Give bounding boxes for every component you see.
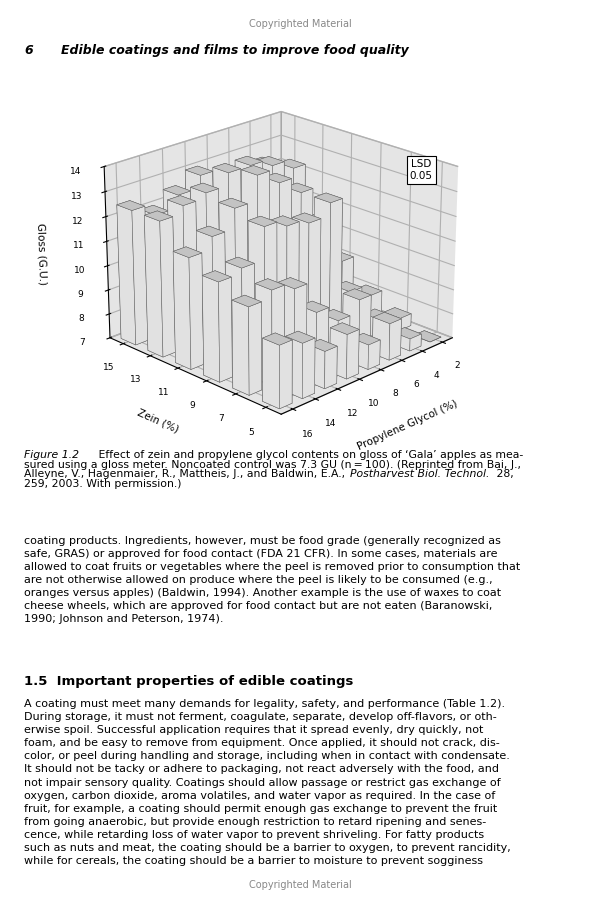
Text: Figure 1.2: Figure 1.2 (24, 450, 79, 460)
Text: 6: 6 (24, 44, 33, 57)
Text: 1.5  Important properties of edible coatings: 1.5 Important properties of edible coati… (24, 675, 353, 688)
Text: A coating must meet many demands for legality, safety, and performance (Table 1.: A coating must meet many demands for leg… (24, 699, 511, 866)
Text: Alleyne, V., Hagenmaier, R., Mattheis, J., and Baldwin, E.A.,: Alleyne, V., Hagenmaier, R., Mattheis, J… (24, 469, 349, 479)
Text: Edible coatings and films to improve food quality: Edible coatings and films to improve foo… (61, 44, 409, 57)
Y-axis label: Zein (%): Zein (%) (136, 408, 180, 435)
Text: 28,: 28, (493, 469, 514, 479)
X-axis label: Propylene Glycol (%): Propylene Glycol (%) (356, 398, 459, 452)
Text: coating products. Ingredients, however, must be food grade (generally recognized: coating products. Ingredients, however, … (24, 536, 520, 624)
Text: Postharvest Biol. Technol.: Postharvest Biol. Technol. (350, 469, 490, 479)
Text: 259, 2003. With permission.): 259, 2003. With permission.) (24, 479, 182, 489)
Text: LSD
0.05: LSD 0.05 (410, 159, 433, 181)
Text: Effect of zein and propylene glycol contents on gloss of ‘Gala’ apples as mea-: Effect of zein and propylene glycol cont… (88, 450, 523, 460)
Text: Copyrighted Material: Copyrighted Material (248, 19, 352, 30)
Text: Copyrighted Material: Copyrighted Material (248, 880, 352, 890)
Text: sured using a gloss meter. Noncoated control was 7.3 GU (n = 100). (Reprinted fr: sured using a gloss meter. Noncoated con… (24, 460, 521, 470)
